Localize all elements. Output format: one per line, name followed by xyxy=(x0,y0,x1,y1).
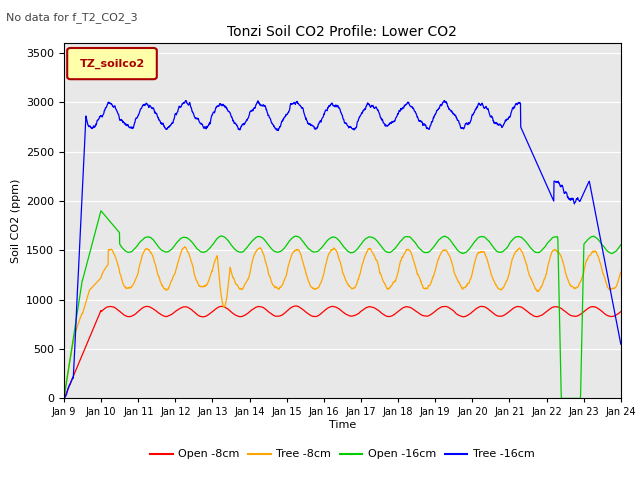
Tree -8cm xyxy=(359,261,367,266)
Tree -16cm xyxy=(359,108,367,114)
Open -8cm xyxy=(617,309,625,314)
Line: Tree -8cm: Tree -8cm xyxy=(64,247,621,398)
Tree -8cm xyxy=(617,269,625,275)
Open -16cm xyxy=(617,242,625,248)
Open -8cm xyxy=(584,306,591,312)
Line: Open -16cm: Open -16cm xyxy=(64,211,621,398)
Open -16cm xyxy=(359,240,367,245)
Open -8cm xyxy=(504,310,512,315)
Tree -8cm xyxy=(216,277,223,283)
Open -8cm xyxy=(216,304,223,310)
Line: Open -8cm: Open -8cm xyxy=(64,306,621,398)
Open -16cm xyxy=(371,236,379,241)
Text: No data for f_T2_CO2_3: No data for f_T2_CO2_3 xyxy=(6,12,138,23)
Tree -16cm xyxy=(584,182,591,188)
Tree -16cm xyxy=(216,101,223,107)
Tree -8cm xyxy=(371,254,379,260)
Tree -8cm xyxy=(504,273,512,279)
Legend: Open -8cm, Tree -8cm, Open -16cm, Tree -16cm: Open -8cm, Tree -8cm, Open -16cm, Tree -… xyxy=(146,445,539,464)
Open -16cm xyxy=(568,396,575,401)
Tree -16cm xyxy=(568,196,576,202)
Open -16cm xyxy=(584,237,591,243)
Text: TZ_soilco2: TZ_soilco2 xyxy=(79,59,145,69)
Tree -16cm xyxy=(182,98,189,104)
Tree -16cm xyxy=(61,395,68,401)
Open -8cm xyxy=(359,307,367,313)
X-axis label: Time: Time xyxy=(329,420,356,430)
Tree -8cm xyxy=(181,244,189,250)
Open -8cm xyxy=(60,396,68,401)
Open -8cm xyxy=(371,305,379,311)
Tree -16cm xyxy=(505,115,513,121)
Tree -16cm xyxy=(60,395,68,401)
Open -8cm xyxy=(292,303,300,309)
Open -8cm xyxy=(568,313,575,319)
Open -16cm xyxy=(97,208,105,214)
Open -16cm xyxy=(504,243,512,249)
Line: Tree -16cm: Tree -16cm xyxy=(64,101,621,398)
Title: Tonzi Soil CO2 Profile: Lower CO2: Tonzi Soil CO2 Profile: Lower CO2 xyxy=(227,25,458,39)
Open -16cm xyxy=(216,234,223,240)
Tree -8cm xyxy=(568,284,575,289)
Tree -8cm xyxy=(584,257,591,263)
Tree -8cm xyxy=(60,396,68,401)
Tree -16cm xyxy=(371,105,379,110)
Tree -16cm xyxy=(617,341,625,347)
Y-axis label: Soil CO2 (ppm): Soil CO2 (ppm) xyxy=(11,179,20,263)
Open -16cm xyxy=(60,396,68,401)
